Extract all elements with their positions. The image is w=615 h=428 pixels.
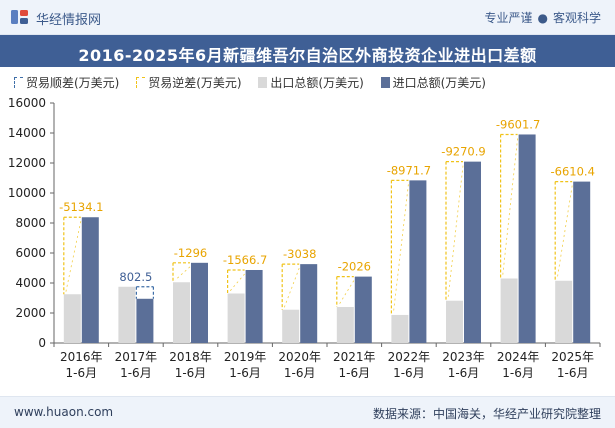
title-bar: 2016-2025年6月新疆维吾尔自治区外商投资企业进出口差额 [0,35,615,67]
legend-swatch-deficit [136,77,146,88]
tagline-right: 客观科学 [552,11,601,25]
tagline-separator: ● [537,11,548,25]
balance-label: 802.5 [119,270,152,284]
import-bar [300,264,318,343]
x-tick-label: 2021年 [333,350,376,364]
balance-box-hatch [556,185,573,279]
import-bar [573,181,591,343]
balance-box-hatch [447,165,464,299]
export-bar [336,307,354,343]
y-tick-label: 10000 [8,186,46,200]
x-tick-label-sub: 1-6月 [284,366,316,380]
x-tick-label-sub: 1-6月 [557,366,589,380]
x-tick-label: 2022年 [388,350,431,364]
import-bar [518,134,536,343]
export-bar [282,309,300,343]
x-tick-label: 2025年 [551,350,594,364]
export-bar [173,282,190,343]
x-tick-label-sub: 1-6月 [175,366,207,380]
footer-website: www.huaon.com [14,405,114,419]
tagline-left: 专业严谨 [484,11,533,25]
legend-label-import: 进口总额(万美元) [392,76,486,90]
import-bar [136,298,154,343]
import-bar [464,161,481,343]
export-bar [63,294,81,343]
x-tick-label-sub: 1-6月 [393,366,425,380]
balance-label: -1296 [174,246,207,260]
export-bar [555,280,573,343]
legend-item-import: 进口总额(万美元) [380,74,486,91]
y-tick-label: 14000 [8,126,46,140]
x-tick-label: 2019年 [224,350,267,364]
x-tick-label: 2020年 [278,350,321,364]
y-tick-label: 16000 [8,96,46,110]
import-bar [245,269,263,343]
top-header-bar: 华经情报网 专业严谨 ● 客观科学 [0,0,615,35]
import-bar [191,262,208,343]
legend-item-export: 出口总额(万美元) [258,74,364,91]
brand-name: 华经情报网 [36,13,102,28]
balance-label: -8971.7 [387,163,431,177]
balance-box-hatch [229,273,245,292]
y-tick-label: 4000 [15,276,46,290]
y-tick-label: 6000 [15,246,46,260]
balance-label: -6610.4 [551,165,595,179]
x-tick-label: 2017年 [115,350,158,364]
x-tick-label-sub: 1-6月 [229,366,261,380]
balance-box-hatch [393,184,409,313]
balance-label: -5134.1 [59,200,103,214]
balance-label: -2026 [338,260,371,274]
y-tick-label: 0 [38,336,46,350]
import-bar [354,276,372,343]
y-tick-label: 2000 [15,306,46,320]
x-tick-label-sub: 1-6月 [448,366,480,380]
balance-box-hatch [283,267,300,308]
balance-box-hatch [502,138,518,277]
x-tick-label-sub: 1-6月 [502,366,534,380]
x-tick-label-sub: 1-6月 [120,366,152,380]
legend-swatch-export [258,77,268,88]
y-tick-label: 12000 [8,156,46,170]
balance-label: -9601.7 [496,117,540,131]
x-tick-label: 2016年 [60,350,103,364]
tagline: 专业严谨 ● 客观科学 [484,9,601,26]
legend-label-export: 出口总额(万美元) [270,76,364,90]
legend-label-surplus: 贸易顺差(万美元) [26,76,120,90]
export-bar [500,278,518,343]
export-bar [227,293,245,343]
x-tick-label-sub: 1-6月 [338,366,370,380]
footer-source: 数据来源：中国海关，华经产业研究院整理 [372,407,601,421]
legend-label-deficit: 贸易逆差(万美元) [148,76,242,90]
y-tick-label: 8000 [15,216,46,230]
balance-box-hatch [65,221,82,293]
legend-item-deficit: 贸易逆差(万美元) [136,74,242,91]
chart-legend: 贸易顺差(万美元) 贸易逆差(万美元) 出口总额(万美元) 进口总额(万美元) [14,74,499,92]
chart-title: 2016-2025年6月新疆维吾尔自治区外商投资企业进出口差额 [78,46,537,65]
x-tick-label: 2018年 [169,350,212,364]
legend-swatch-surplus [14,77,23,88]
balance-box-hatch [174,266,191,281]
balance-label: -1566.7 [223,253,267,267]
x-tick-label: 2023年 [442,350,485,364]
legend-item-surplus: 贸易顺差(万美元) [14,74,119,91]
balance-label: -3038 [283,247,316,261]
footer-bar: www.huaon.com 数据来源：中国海关，华经产业研究院整理 [0,396,615,428]
export-bar [391,314,409,343]
export-bar [118,286,136,343]
x-tick-label: 2024年 [497,350,540,364]
balance-label: -9270.9 [441,145,485,159]
x-tick-label-sub: 1-6月 [65,366,97,380]
import-bar [81,217,99,343]
export-bar [446,300,463,343]
chart-plot: 0 2000 4000 6000 8000 10000 12000 14000 16000 -51… [8,96,601,380]
balance-box-hatch [338,280,355,306]
legend-swatch-import [380,77,390,88]
import-bar [409,180,427,343]
huajing-logo-icon [11,10,28,24]
